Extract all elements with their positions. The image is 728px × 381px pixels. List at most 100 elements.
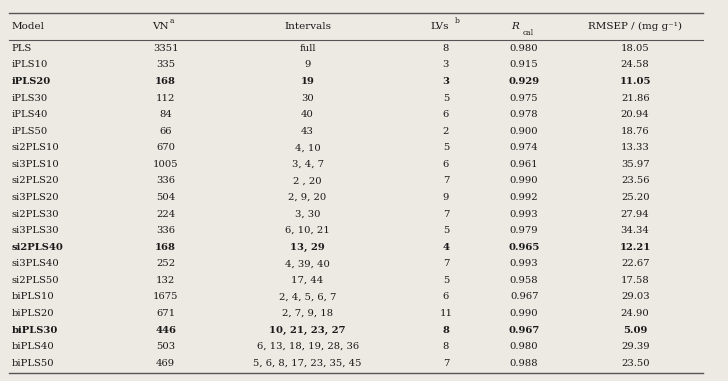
Text: 7: 7 [443,359,449,368]
Text: a: a [170,18,175,25]
Text: 0.980: 0.980 [510,44,539,53]
Text: si2PLS50: si2PLS50 [12,276,59,285]
Text: 24.90: 24.90 [621,309,649,318]
Text: si2PLS30: si2PLS30 [12,210,59,219]
Text: 0.978: 0.978 [510,110,539,119]
Text: 0.979: 0.979 [510,226,539,235]
Text: 3, 30: 3, 30 [295,210,320,219]
Text: 0.974: 0.974 [510,143,539,152]
Text: 3351: 3351 [153,44,178,53]
Text: 10, 21, 23, 27: 10, 21, 23, 27 [269,325,346,335]
Text: b: b [454,18,459,25]
Text: 29.39: 29.39 [621,342,649,351]
Text: Model: Model [12,22,44,31]
Text: 6, 13, 18, 19, 28, 36: 6, 13, 18, 19, 28, 36 [256,342,359,351]
Text: 25.20: 25.20 [621,193,649,202]
Text: 12.21: 12.21 [620,243,651,252]
Text: si3PLS30: si3PLS30 [12,226,59,235]
Text: 8: 8 [443,342,449,351]
Text: si3PLS40: si3PLS40 [12,259,60,268]
Text: 5, 6, 8, 17, 23, 35, 45: 5, 6, 8, 17, 23, 35, 45 [253,359,362,368]
Text: 22.67: 22.67 [621,259,649,268]
Text: 0.990: 0.990 [510,309,539,318]
Text: 7: 7 [443,176,449,186]
Text: RMSEP / (mg g⁻¹): RMSEP / (mg g⁻¹) [588,22,682,31]
Text: 0.929: 0.929 [509,77,539,86]
Text: 446: 446 [155,325,176,335]
Text: 5: 5 [443,143,449,152]
Text: 11.05: 11.05 [620,77,651,86]
Text: 671: 671 [156,309,175,318]
Text: 0.965: 0.965 [508,243,540,252]
Text: 18.05: 18.05 [621,44,649,53]
Text: 3: 3 [443,60,449,69]
Text: 1005: 1005 [153,160,178,169]
Text: 30: 30 [301,93,314,102]
Text: iPLS10: iPLS10 [12,60,48,69]
Text: biPLS20: biPLS20 [12,309,55,318]
Text: 224: 224 [156,210,175,219]
Text: 3: 3 [443,77,449,86]
Text: 0.961: 0.961 [510,160,539,169]
Text: 84: 84 [159,110,172,119]
Text: 4, 39, 40: 4, 39, 40 [285,259,330,268]
Text: 336: 336 [156,226,175,235]
Text: cal: cal [523,29,534,37]
Text: full: full [299,44,316,53]
Text: 2 , 20: 2 , 20 [293,176,322,186]
Text: 0.967: 0.967 [509,325,539,335]
Text: 7: 7 [443,210,449,219]
Text: 335: 335 [156,60,175,69]
Text: iPLS30: iPLS30 [12,93,48,102]
Text: 6, 10, 21: 6, 10, 21 [285,226,330,235]
Text: 20.94: 20.94 [621,110,649,119]
Text: biPLS10: biPLS10 [12,292,55,301]
Text: 23.50: 23.50 [621,359,649,368]
Text: 5.09: 5.09 [623,325,647,335]
Text: 0.958: 0.958 [510,276,539,285]
Text: 0.980: 0.980 [510,342,539,351]
Text: 11: 11 [440,309,452,318]
Text: si2PLS10: si2PLS10 [12,143,60,152]
Text: 0.992: 0.992 [510,193,539,202]
Text: 168: 168 [155,77,176,86]
Text: 670: 670 [156,143,175,152]
Text: 29.03: 29.03 [621,292,649,301]
Text: 2, 7, 9, 18: 2, 7, 9, 18 [282,309,333,318]
Text: 2: 2 [443,126,449,136]
Text: si2PLS20: si2PLS20 [12,176,59,186]
Text: 34.34: 34.34 [621,226,649,235]
Text: 0.900: 0.900 [510,126,539,136]
Text: iPLS20: iPLS20 [12,77,51,86]
Text: 66: 66 [159,126,172,136]
Text: 4: 4 [443,243,449,252]
Text: 8: 8 [443,325,449,335]
Text: 5: 5 [443,276,449,285]
Text: 21.86: 21.86 [621,93,649,102]
Text: 13.33: 13.33 [621,143,649,152]
Text: 7: 7 [443,259,449,268]
Text: 23.56: 23.56 [621,176,649,186]
Text: VN: VN [152,22,169,31]
Text: 43: 43 [301,126,314,136]
Text: 19: 19 [301,77,314,86]
Text: 6: 6 [443,110,449,119]
Text: 40: 40 [301,110,314,119]
Text: 132: 132 [156,276,175,285]
Text: 5: 5 [443,226,449,235]
Text: 4, 10: 4, 10 [295,143,320,152]
Text: 469: 469 [156,359,175,368]
Text: 0.990: 0.990 [510,176,539,186]
Text: 2, 9, 20: 2, 9, 20 [288,193,327,202]
Text: 9: 9 [443,193,449,202]
Text: R: R [512,22,519,31]
Text: si3PLS20: si3PLS20 [12,193,59,202]
Text: 504: 504 [156,193,175,202]
Text: 13, 29: 13, 29 [290,243,325,252]
Text: biPLS50: biPLS50 [12,359,55,368]
Text: si2PLS40: si2PLS40 [12,243,63,252]
Text: 2, 4, 5, 6, 7: 2, 4, 5, 6, 7 [279,292,336,301]
Text: PLS: PLS [12,44,32,53]
Text: LVs: LVs [431,22,449,31]
Text: 252: 252 [156,259,175,268]
